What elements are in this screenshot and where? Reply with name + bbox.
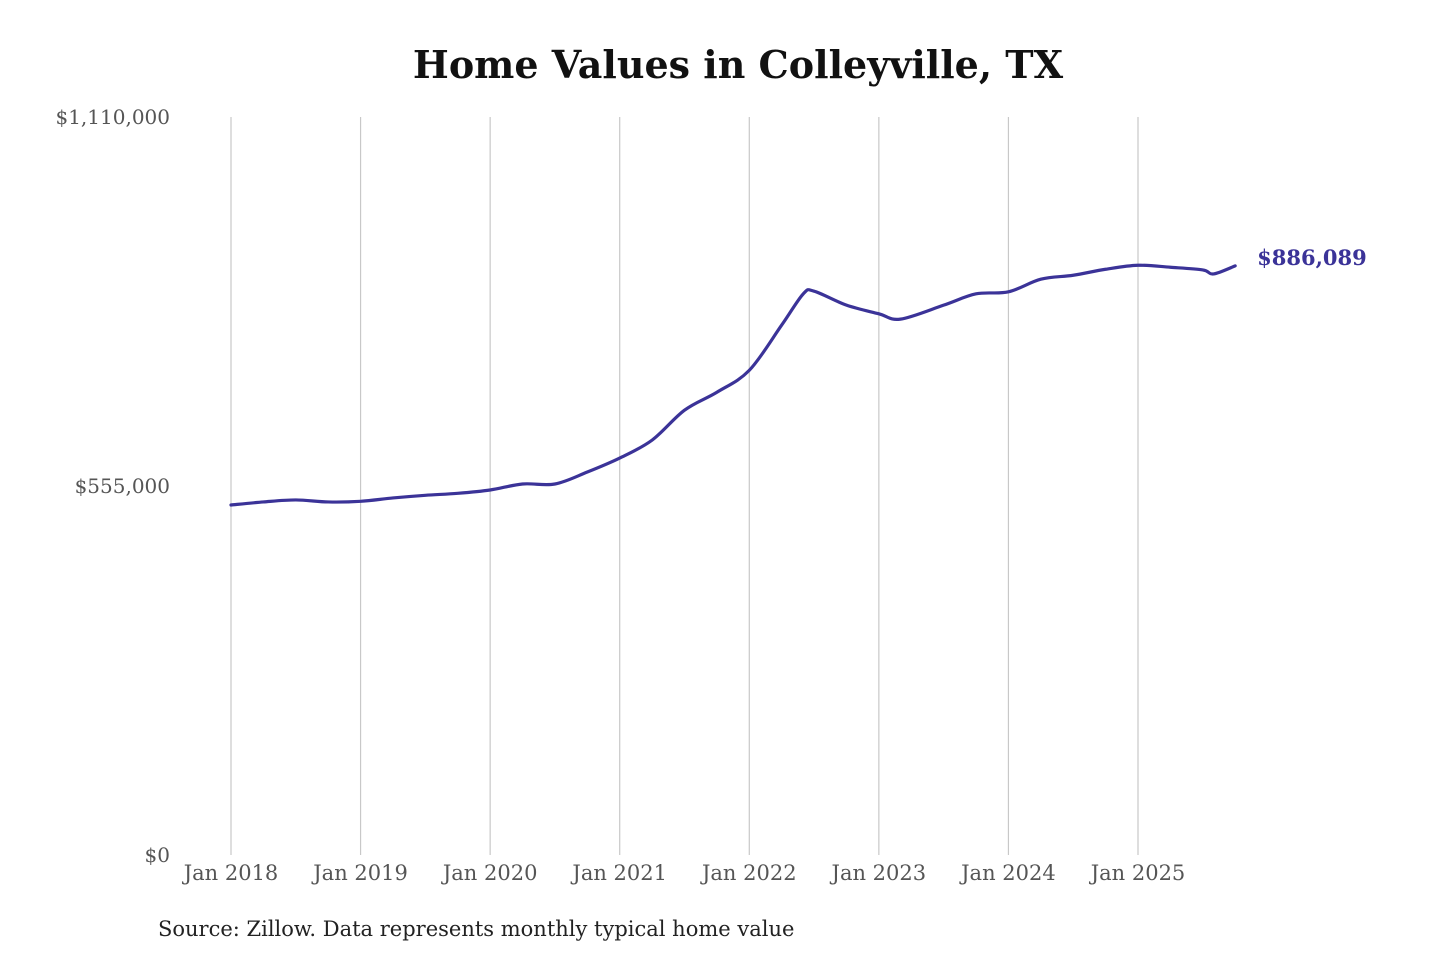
end-value-label: $886,089 bbox=[1257, 245, 1367, 270]
x-tick-label: Jan 2019 bbox=[311, 861, 408, 885]
series-line bbox=[229, 263, 1237, 507]
y-tick-label: $1,110,000 bbox=[55, 105, 170, 129]
x-tick-label: Jan 2025 bbox=[1089, 861, 1186, 885]
chart-title: Home Values in Colleyville, TX bbox=[412, 42, 1064, 87]
y-tick-label: $555,000 bbox=[75, 474, 170, 498]
x-tick-label: Jan 2021 bbox=[570, 861, 667, 885]
x-tick-label: Jan 2023 bbox=[830, 861, 927, 885]
y-tick-label: $0 bbox=[145, 843, 170, 867]
x-tick-label: Jan 2022 bbox=[700, 861, 797, 885]
x-tick-label: Jan 2018 bbox=[182, 861, 279, 885]
x-tick-label: Jan 2020 bbox=[441, 861, 538, 885]
source-note: Source: Zillow. Data represents monthly … bbox=[158, 917, 795, 941]
x-tick-label: Jan 2024 bbox=[959, 861, 1056, 885]
